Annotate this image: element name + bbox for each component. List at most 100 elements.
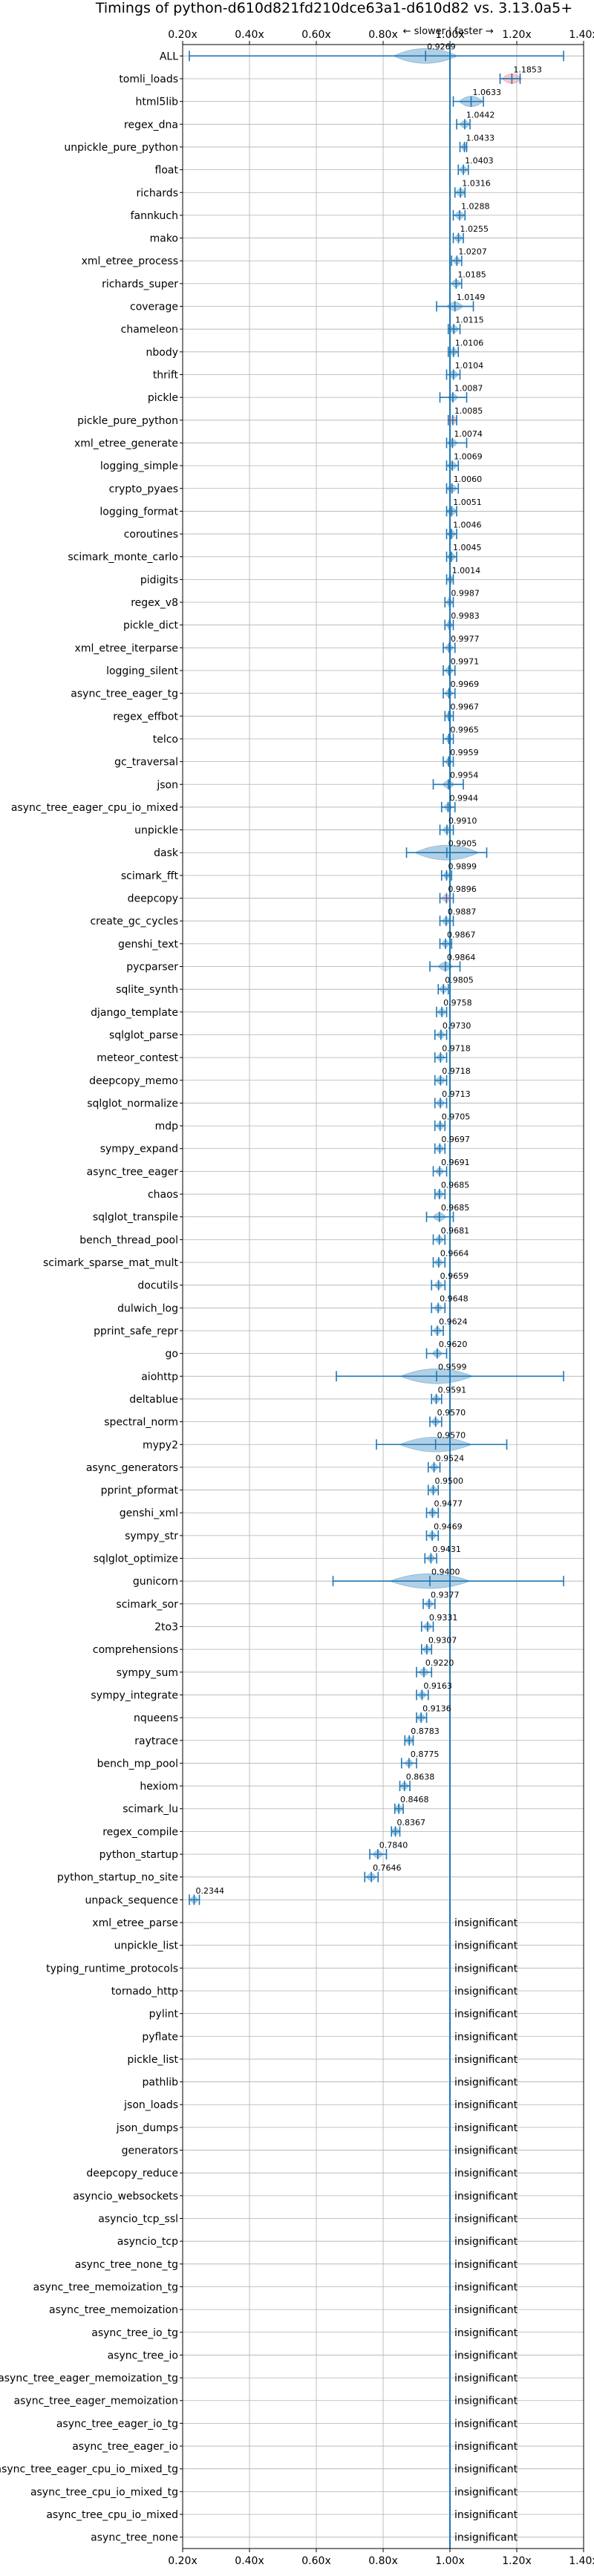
benchmark-label: tornado_http [111,1986,178,1998]
value-label: 0.9758 [443,998,472,1008]
benchmark-label: regex_compile [102,1826,178,1838]
benchmark-label: float [155,165,179,177]
insignificant-label: insignificant [454,2077,518,2089]
value-label: 1.0255 [460,224,489,234]
value-label: 0.9620 [439,1340,468,1349]
violin-layer [189,45,564,2549]
benchmark-label: html5lib [136,97,179,108]
benchmark-label: async_tree_eager_memoization_tg [0,2373,178,2384]
insignificant-label: insignificant [454,2418,518,2430]
benchmark-label: 2to3 [154,1621,178,1633]
benchmark-label: mdp [155,1121,179,1132]
value-label: 0.8775 [411,1750,440,1759]
insignificant-label: insignificant [454,2327,518,2339]
benchmark-label: sqlglot_parse [109,1029,178,1041]
benchmark-label: spectral_norm [104,1417,178,1429]
value-label: 0.7646 [373,1863,402,1873]
benchmark-label: pickle_list [127,2054,178,2066]
label-layer: ALL 0.9269 tomli_loads 1.1853 html5lib 1.0633… [0,42,542,2544]
benchmark-label: chameleon [121,324,178,336]
benchmark-label: pathlib [143,2077,179,2089]
insignificant-label: insignificant [454,2304,518,2316]
value-label: 0.9269 [427,42,456,52]
insignificant-label: insignificant [454,2441,518,2453]
insignificant-label: insignificant [454,2464,518,2476]
benchmark-label: pprint_safe_repr [94,1326,178,1337]
benchmark-label: json [156,779,178,791]
value-label: 0.9685 [441,1180,470,1190]
value-label: 0.9867 [447,930,476,939]
benchmark-label: asyncio_tcp [117,2236,178,2248]
value-label: 0.9983 [451,611,480,621]
direction-separator: | [448,26,451,37]
insignificant-label: insignificant [454,2191,518,2202]
value-label: 0.9971 [451,656,480,666]
value-label: 0.8783 [411,1726,440,1736]
insignificant-label: insignificant [454,1986,518,1998]
value-label: 0.9967 [451,702,480,712]
benchmark-label: xml_etree_process [82,255,178,267]
value-label: 1.0051 [453,498,482,507]
value-label: 0.9377 [431,1590,460,1600]
value-label: 0.9805 [445,976,474,985]
insignificant-label: insignificant [454,2350,518,2361]
value-label: 1.0104 [455,361,484,371]
benchmark-label: logging_silent [106,665,178,677]
value-label: 1.0403 [465,156,494,166]
benchmark-label: async_generators [86,1462,178,1474]
value-label: 0.9697 [441,1135,470,1144]
benchmark-label: async_tree_eager [87,1166,179,1178]
benchmark-label: async_tree_memoization_tg [33,2281,178,2293]
benchmark-label: async_tree_memoization [49,2304,178,2316]
benchmark-label: docutils [137,1280,178,1292]
benchmark-label: generators [122,2145,178,2157]
benchmark-label: coverage [130,301,178,313]
value-label: 1.0633 [472,88,501,97]
xtick-label-top: 0.80x [368,29,397,41]
benchmark-label: gc_traversal [114,757,178,769]
benchmark-label: async_tree_cpu_io_mixed_tg [30,2486,178,2498]
value-label: 1.0316 [462,179,491,189]
value-label: 0.9400 [431,1568,460,1577]
benchmark-label: create_gc_cycles [90,916,178,927]
value-label: 1.0288 [461,201,490,211]
benchmark-label: crypto_pyaes [109,483,178,495]
benchmark-label: deepcopy_memo [89,1075,178,1087]
insignificant-label: insignificant [454,2373,518,2384]
value-label: 0.9648 [440,1294,469,1304]
insignificant-label: insignificant [454,2122,518,2134]
benchmark-label: django_template [91,1007,178,1019]
value-label: 0.9524 [436,1453,465,1463]
benchmark-label: deepcopy_reduce [86,2168,178,2179]
value-label: 0.9570 [437,1431,466,1441]
insignificant-label: insignificant [454,1940,518,1952]
value-label: 0.9136 [422,1704,451,1714]
benchmark-label: unpickle [134,825,178,837]
value-label: 1.0074 [454,429,483,439]
xtick-label-bottom: 0.20x [168,2555,197,2567]
insignificant-label: insignificant [454,2509,518,2521]
benchmark-label: mako [150,233,178,245]
benchmark-label: deltablue [129,1394,178,1406]
value-label: 0.9681 [441,1226,470,1236]
benchmark-label: ALL [160,50,178,62]
value-label: 1.1853 [513,65,542,74]
xtick-label-bottom: 0.40x [235,2555,264,2567]
xtick-label-bottom: 1.00x [435,2555,464,2567]
benchmark-label: deepcopy [128,893,178,905]
value-label: 1.0085 [454,406,483,416]
value-label: 0.9718 [442,1066,471,1076]
insignificant-label: insignificant [454,2009,518,2021]
axis-layer: 0.20x 0.20x 0.40x 0.40x 0.60x 0.60x 0.80x 0.80x… [168,26,594,2567]
benchmark-label: unpickle_list [114,1940,179,1952]
benchmark-label: sympy_sum [117,1667,178,1679]
benchmark-label: async_tree_eager_cpu_io_mixed [11,802,178,814]
value-label: 0.9691 [441,1158,470,1167]
value-label: 0.9659 [440,1271,469,1281]
value-label: 1.0115 [455,316,484,325]
benchmark-label: async_tree_io_tg [91,2327,178,2339]
benchmark-label: regex_dna [124,119,178,131]
value-label: 1.0045 [453,543,482,552]
benchmark-label: xml_etree_parse [92,1917,178,1929]
benchmark-label: logging_simple [100,460,178,472]
